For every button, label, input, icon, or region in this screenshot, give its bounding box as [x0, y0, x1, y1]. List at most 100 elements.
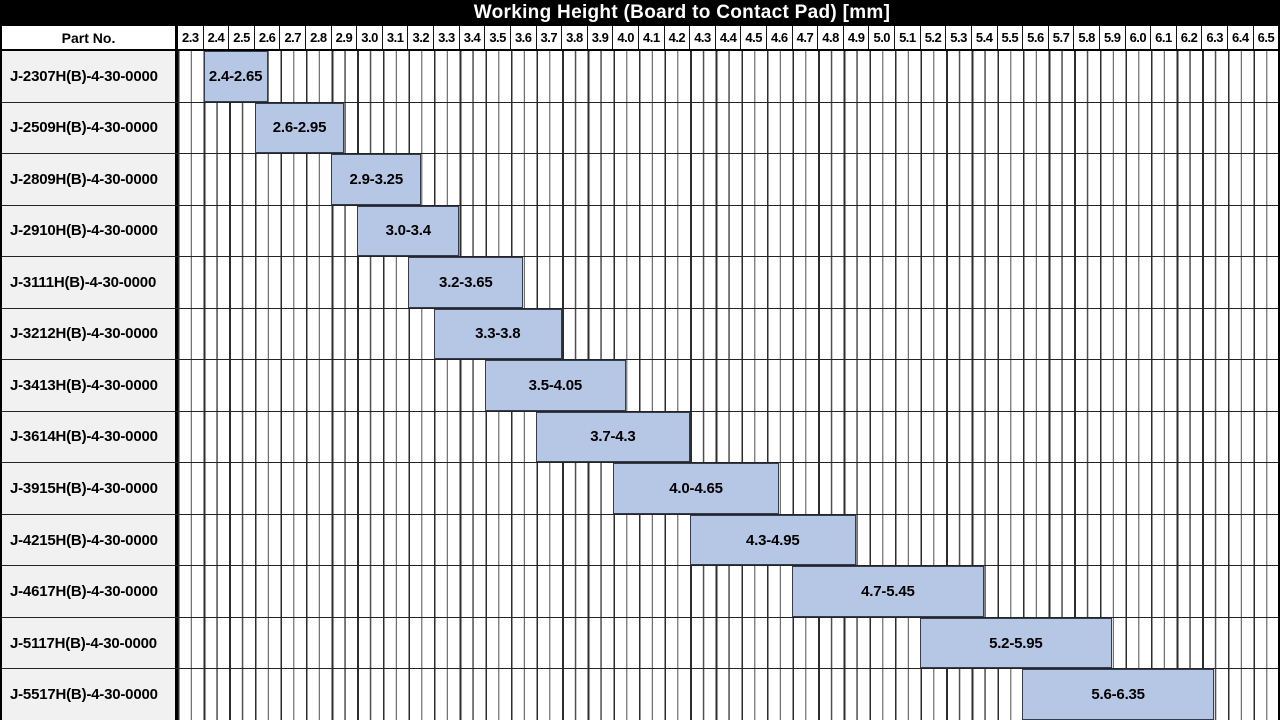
row-grid: 2.9-3.25 [178, 154, 1278, 205]
range-bar: 4.3-4.95 [689, 514, 856, 566]
axis-tick-label: 6.0 [1124, 26, 1151, 49]
chart-title: Working Height (Board to Contact Pad) [m… [473, 2, 891, 23]
range-bar-label: 3.0-3.4 [385, 222, 432, 240]
axis-tick-label: 5.6 [1022, 26, 1048, 49]
axis-tick-label: 4.4 [714, 26, 741, 49]
axis-tick-label: 4.7 [791, 26, 818, 49]
part-no-cell: J-2910H(B)-4-30-0000 [2, 205, 178, 257]
part-no-cell: J-3212H(B)-4-30-0000 [2, 308, 178, 360]
axis-tick-label: 2.5 [228, 26, 254, 49]
range-bar: 2.4-2.65 [203, 51, 268, 102]
axis-tick-label: 4.1 [637, 26, 664, 49]
axis-tick-label: 3.7 [535, 26, 562, 49]
part-no-cell: J-3413H(B)-4-30-0000 [2, 360, 178, 411]
axis-tick-label: 5.2 [919, 26, 946, 49]
table-row: J-2809H(B)-4-30-0000 2.9-3.25 [2, 153, 1278, 205]
axis-tick-label: 2.9 [330, 26, 357, 49]
part-no-cell: J-3111H(B)-4-30-0000 [2, 257, 178, 308]
range-bar: 3.3-3.8 [433, 308, 562, 360]
axis-tick-label: 6.3 [1201, 26, 1227, 49]
part-no-cell: J-4617H(B)-4-30-0000 [2, 566, 178, 617]
range-bar-label: 2.4-2.65 [208, 67, 263, 85]
axis-tick-label: 5.9 [1098, 26, 1125, 49]
axis-tick-label: 5.0 [868, 26, 894, 49]
table-row: J-3111H(B)-4-30-0000 3.2-3.65 [2, 256, 1278, 308]
range-bar: 5.2-5.95 [919, 617, 1112, 669]
range-bar-label: 2.9-3.25 [349, 170, 404, 188]
table-row: J-4215H(B)-4-30-0000 4.3-4.95 [2, 513, 1278, 566]
table-row: J-3614H(B)-4-30-0000 3.7-4.3 [2, 410, 1278, 463]
range-bar: 4.0-4.65 [612, 463, 780, 514]
axis-tick-label: 6.2 [1175, 26, 1202, 49]
range-bar: 2.9-3.25 [331, 154, 422, 205]
part-no-cell: J-3614H(B)-4-30-0000 [2, 411, 178, 463]
axis-tick-label: 6.5 [1252, 26, 1278, 49]
axis-tick-label: 3.9 [586, 26, 613, 49]
axis-tick-label: 3.3 [433, 26, 459, 49]
range-bar: 3.2-3.65 [408, 257, 524, 308]
row-grid: 3.3-3.8 [178, 308, 1278, 360]
range-bar: 5.6-6.35 [1022, 669, 1215, 720]
part-no-cell: J-3915H(B)-4-30-0000 [2, 463, 178, 514]
range-bar-label: 2.6-2.95 [272, 119, 327, 137]
row-grid: 4.0-4.65 [178, 463, 1278, 514]
range-bar: 3.7-4.3 [536, 411, 690, 463]
table-row: J-2910H(B)-4-30-0000 3.0-3.4 [2, 204, 1278, 257]
table-row: J-2307H(B)-4-30-0000 2.4-2.65 [2, 51, 1278, 102]
range-bar-label: 4.0-4.65 [669, 480, 723, 498]
axis-tick-label: 4.5 [740, 26, 766, 49]
axis-tick-label: 4.2 [663, 26, 690, 49]
row-grid: 2.6-2.95 [178, 102, 1278, 154]
row-grid: 4.7-5.45 [178, 566, 1278, 617]
part-no-column-header: Part No. [2, 26, 178, 49]
part-no-cell: J-2307H(B)-4-30-0000 [2, 51, 178, 102]
axis-tick-label: 3.1 [381, 26, 408, 49]
row-grid: 3.7-4.3 [178, 411, 1278, 463]
table-row: J-2509H(B)-4-30-0000 2.6-2.95 [2, 101, 1278, 154]
table-row: J-3212H(B)-4-30-0000 3.3-3.8 [2, 307, 1278, 360]
axis-tick-label: 3.4 [458, 26, 485, 49]
axis-tick-label: 3.5 [484, 26, 510, 49]
part-no-cell: J-5117H(B)-4-30-0000 [2, 617, 178, 669]
axis-tick-label: 3.6 [509, 26, 536, 49]
range-bar-label: 3.3-3.8 [475, 325, 521, 343]
range-bar: 3.5-4.05 [484, 360, 626, 411]
range-bar-label: 4.7-5.45 [861, 583, 915, 601]
table-row: J-3915H(B)-4-30-0000 4.0-4.65 [2, 462, 1278, 514]
axis-tick-label: 2.7 [279, 26, 305, 49]
row-grid: 5.2-5.95 [178, 617, 1278, 669]
axis-tick-label: 5.3 [945, 26, 971, 49]
table-row: J-3413H(B)-4-30-0000 3.5-4.05 [2, 359, 1278, 411]
table-row: J-5517H(B)-4-30-0000 5.6-6.35 [2, 668, 1278, 720]
range-bar-label: 3.5-4.05 [528, 376, 583, 394]
axis-tick-label: 3.8 [561, 26, 587, 49]
row-grid: 3.2-3.65 [178, 257, 1278, 308]
axis-tick-label: 3.0 [356, 26, 382, 49]
range-bar: 3.0-3.4 [357, 205, 460, 257]
row-grid: 2.4-2.65 [178, 51, 1278, 102]
axis-tick-label: 2.4 [202, 26, 229, 49]
axis-tick-label: 5.8 [1073, 26, 1099, 49]
part-no-cell: J-4215H(B)-4-30-0000 [2, 514, 178, 566]
axis-tick-label: 3.2 [407, 26, 433, 49]
axis-tick-label: 5.5 [996, 26, 1023, 49]
axis-ticks-container: 2.3 2.4 2.5 2.6 2.7 2.8 2.9 3.0 3.1 3.2 … [178, 26, 1278, 49]
row-grid: 4.3-4.95 [178, 514, 1278, 566]
axis-tick-label: 6.1 [1150, 26, 1176, 49]
table-row: J-4617H(B)-4-30-0000 4.7-5.45 [2, 565, 1278, 617]
range-bar-label: 4.3-4.95 [746, 531, 800, 549]
range-bar-label: 3.7-4.3 [590, 428, 636, 446]
axis-tick-label: 5.1 [894, 26, 920, 49]
range-bar: 2.6-2.95 [254, 102, 345, 154]
axis-tick-label: 4.6 [766, 26, 792, 49]
part-no-header-label: Part No. [61, 29, 116, 46]
part-no-cell: J-5517H(B)-4-30-0000 [2, 669, 178, 720]
axis-tick-label: 4.0 [612, 26, 638, 49]
axis-tick-label: 4.9 [842, 26, 869, 49]
range-bar: 4.7-5.45 [791, 566, 984, 617]
table-body: J-2307H(B)-4-30-0000 2.4-2.65 J-2509H(B)… [2, 51, 1278, 720]
axis-header-row: Part No. 2.3 2.4 2.5 2.6 2.7 2.8 2.9 3.0… [2, 26, 1278, 51]
axis-tick-label: 6.4 [1226, 26, 1253, 49]
axis-tick-label: 5.7 [1047, 26, 1074, 49]
